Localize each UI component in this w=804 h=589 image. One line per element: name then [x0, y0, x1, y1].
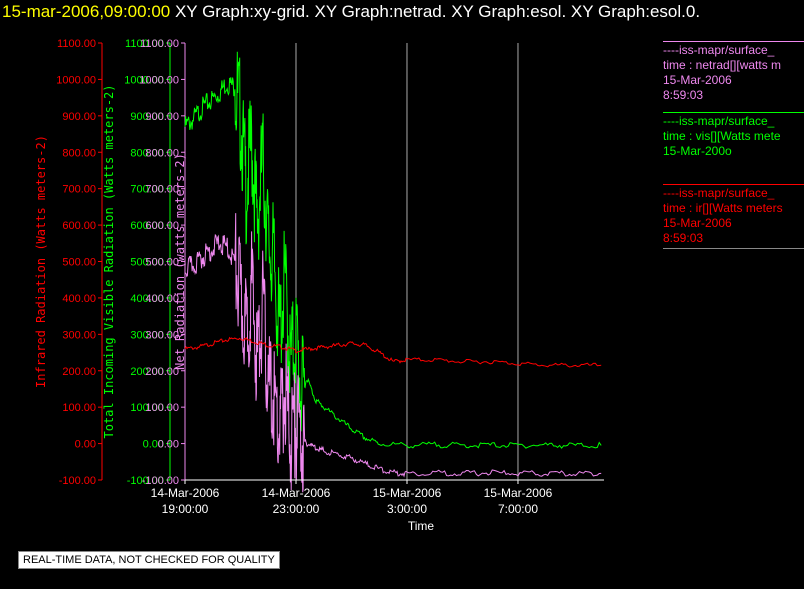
y-tick-label: 700.00 — [62, 184, 96, 196]
y-tick-label: 0.00 — [75, 439, 96, 451]
y-tick-label: 600.00 — [130, 220, 164, 232]
y-tick-label: -100.00 — [142, 475, 179, 487]
x-tick-time: 19:00:00 — [162, 502, 209, 516]
y-tick-label: 100.00 — [62, 402, 96, 414]
legend-ir-line-0: ----iss-mapr/surface_ — [663, 186, 775, 200]
y-tick-label: 700.00 — [145, 184, 179, 196]
y-tick-label: 500.00 — [145, 257, 179, 269]
y-tick-label: 800.00 — [130, 147, 164, 159]
x-tick-date: 14-Mar-2006 — [262, 486, 331, 500]
y-tick-label: 300.00 — [145, 329, 179, 341]
y-tick-label: -100.00 — [127, 475, 164, 487]
x-tick-time: 7:00:00 — [498, 502, 538, 516]
x-tick-time: 23:00:00 — [273, 502, 320, 516]
y-tick-label: 1000.00 — [124, 74, 164, 86]
legend-ir-line-1: time : ir[][Watts meters — [663, 201, 783, 215]
legend-net-line-2: 15-Mar-2006 — [663, 73, 732, 87]
series-line-net — [184, 213, 602, 493]
y-tick-label: 0.00 — [143, 439, 164, 451]
y-tick-label: 200.00 — [62, 366, 96, 378]
series-line-vis — [184, 51, 602, 449]
y-tick-label: 400.00 — [130, 293, 164, 305]
y-tick-label: 400.00 — [62, 293, 96, 305]
legend-net-line-0: ----iss-mapr/surface_ — [663, 43, 775, 57]
y-tick-label: 300.00 — [62, 329, 96, 341]
legend-net-line-3: 8:59:03 — [663, 88, 704, 102]
legend-entry-net: ----iss-mapr/surface_ time : netrad[][wa… — [663, 41, 804, 103]
grid-lines — [295, 43, 519, 480]
y-axis-label-2: Net Radiation (watts meters-2) — [173, 153, 187, 370]
y-tick-label: 1100.00 — [57, 38, 96, 50]
legend-vis-line-2: 15-Mar-200o — [663, 144, 732, 158]
legend-ir-line-3: 8:59:03 — [663, 231, 704, 245]
x-axis-label: Time — [408, 519, 435, 533]
legend-vis-line-1: time : vis[][Watts mete — [663, 129, 781, 143]
y-tick-label: 400.00 — [145, 293, 179, 305]
y-tick-label: 300.00 — [130, 329, 164, 341]
y-tick-label: 900.00 — [145, 111, 179, 123]
y-axis-label-1: Total Incoming Visible Radiation (Watts … — [102, 84, 116, 438]
series-line-ir — [184, 336, 602, 368]
legend-ir-line-2: 15-Mar-2006 — [663, 216, 732, 230]
y-tick-label: 100.00 — [130, 402, 164, 414]
y-tick-label: 1000.00 — [56, 74, 96, 86]
legend-entry-vis: ----iss-mapr/surface_ time : vis[][Watts… — [663, 112, 804, 159]
legend-entry-ir: ----iss-mapr/surface_ time : ir[][Watts … — [663, 184, 804, 250]
y-tick-label: 600.00 — [145, 220, 179, 232]
y-tick-label: 500.00 — [62, 257, 96, 269]
y-axes: 1100.00 1000.00 900.00 800.00 700.00 600.00 50… — [34, 38, 187, 487]
y-tick-label: 600.00 — [62, 220, 96, 232]
y-tick-label: 800.00 — [62, 147, 96, 159]
y-tick-label: 500.00 — [130, 257, 164, 269]
x-tick-date: 15-Mar-2006 — [373, 486, 442, 500]
quality-note: REAL-TIME DATA, NOT CHECKED FOR QUALITY — [18, 551, 280, 569]
y-tick-label: 700.00 — [130, 184, 164, 196]
y-axis-label-0: Infrared Radiation (Watts meters-2) — [34, 135, 48, 388]
header-graph-list: XY Graph:xy-grid. XY Graph:netrad. XY Gr… — [174, 2, 701, 21]
x-tick-date: 15-Mar-2006 — [484, 486, 553, 500]
header-timestamp: 15-mar-2006,09:00:00 — [2, 2, 171, 21]
y-tick-label: 900.00 — [130, 111, 164, 123]
data-series — [184, 51, 602, 493]
y-tick-label: 1100.00 — [140, 38, 179, 50]
y-tick-label: 100.00 — [145, 402, 179, 414]
y-tick-label: 1100.00 — [125, 38, 164, 50]
x-tick-date: 14-Mar-2006 — [151, 486, 220, 500]
x-axis: 14-Mar-2006 19:00:00 14-Mar-2006 23:00:00 15… — [151, 479, 604, 533]
y-tick-label: 900.00 — [62, 111, 96, 123]
y-tick-label: 200.00 — [130, 366, 164, 378]
x-tick-time: 3:00:00 — [387, 502, 427, 516]
y-tick-label: 800.00 — [145, 147, 179, 159]
header-title: 15-mar-2006,09:00:00 XY Graph:xy-grid. X… — [2, 2, 700, 22]
y-tick-label: 1000.00 — [139, 74, 179, 86]
legend-vis-line-0: ----iss-mapr/surface_ — [663, 114, 775, 128]
y-tick-label: 200.00 — [145, 366, 179, 378]
legend-net-line-1: time : netrad[][watts m — [663, 58, 782, 72]
y-tick-label: -100.00 — [59, 475, 96, 487]
y-tick-label: 0.00 — [158, 439, 179, 451]
